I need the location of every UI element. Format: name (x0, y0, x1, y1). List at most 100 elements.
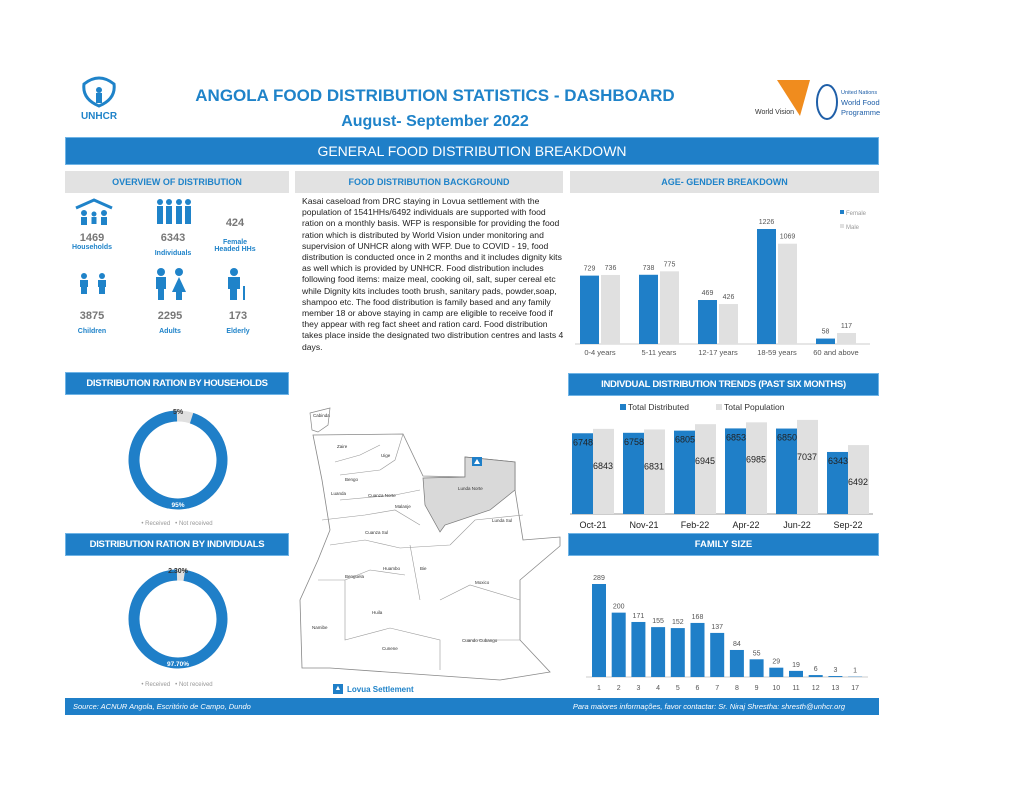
tick-label: 10 (772, 685, 780, 692)
svg-text:UNHCR: UNHCR (81, 111, 118, 122)
family-size-chart: 2891200217131554152516861377848559291019… (586, 575, 868, 692)
province-label: Cuanza Norte (368, 493, 396, 498)
tick-label: 11 (792, 685, 799, 692)
province-label: Luanda (331, 491, 347, 496)
tick-label: Apr-22 (732, 520, 759, 530)
bar-female (816, 338, 835, 344)
individuals-legend: • Received • Not received (141, 682, 213, 688)
country-outline (299, 433, 561, 681)
bar-total-population (848, 445, 869, 514)
bar (651, 627, 666, 677)
svg-text:United Nations: United Nations (841, 90, 877, 96)
bar-male (601, 274, 620, 344)
tick-label: 7 (715, 685, 719, 692)
province-label: Huila (372, 610, 383, 615)
data-label: 1226 (759, 219, 775, 226)
data-label: 171 (633, 613, 645, 620)
data-label: 200 (613, 604, 625, 611)
data-label: 6853 (726, 432, 746, 442)
legend-swatch (620, 404, 626, 410)
settlement-icon: ▲ (333, 684, 343, 694)
tick-label: Feb-22 (681, 520, 710, 530)
bar (690, 622, 705, 677)
data-label: 1069 (780, 234, 796, 241)
households-value: 1469 (79, 232, 105, 244)
tick-label: Nov-21 (629, 520, 658, 530)
received-label: 95% (171, 502, 184, 509)
data-label: 84 (733, 641, 741, 648)
data-label: 6 (814, 666, 818, 673)
bar-female (698, 300, 717, 344)
legend-received: Received (145, 682, 171, 688)
bar (828, 676, 843, 677)
age-gender-heading: AGE- GENDER BREAKDOWN (570, 171, 879, 193)
tick-label: 2 (617, 685, 621, 692)
province-label: Zaire (337, 444, 348, 449)
data-label: 6843 (593, 461, 613, 471)
bar-male (660, 271, 679, 344)
data-label: 6748 (573, 437, 593, 447)
bar-total-population (695, 424, 716, 514)
footer-contact: Para maiores informações, favor contacta… (572, 702, 845, 711)
footer: Source: ACNUR Angola, Escritório de Camp… (65, 698, 879, 715)
bar (670, 628, 685, 677)
section-banner: GENERAL FOOD DISTRIBUTION BREAKDOWN (65, 137, 879, 165)
data-label: 775 (664, 261, 676, 268)
data-label: 738 (643, 265, 655, 272)
tick-label: 4 (656, 685, 660, 692)
adults-label: Adults (159, 328, 181, 335)
data-label: 6343 (828, 456, 848, 466)
bar (592, 584, 606, 677)
province-label: Uige (381, 453, 391, 458)
children-value: 3875 (79, 310, 105, 322)
map-legend-label: Lovua Settlement (347, 684, 414, 694)
overview-heading: OVERVIEW OF DISTRIBUTION (65, 171, 289, 193)
tick-label: 0-4 years (584, 348, 616, 357)
province-label: Cabinda (313, 413, 330, 418)
bar (808, 675, 823, 677)
bar-total-distributed (674, 430, 695, 514)
individuals-donut-chart: 2.30% 97.70% (128, 568, 228, 669)
children-icon (76, 272, 110, 299)
unhcr-logo: UNHCR (74, 74, 124, 124)
family-house-icon (74, 198, 114, 231)
data-label: 736 (605, 265, 617, 272)
individuals-label: Individuals (154, 250, 192, 257)
not-received-label: 5% (173, 409, 184, 416)
legend-label: Female (846, 211, 867, 217)
bar-female (639, 274, 658, 344)
tick-label: 5 (676, 685, 680, 692)
data-label: 6945 (695, 456, 715, 466)
elderly-icon (224, 268, 250, 305)
svg-text:World Vision: World Vision (755, 109, 794, 116)
map-legend: ▲ Lovua Settlement (333, 684, 414, 694)
province-label: Malanje (395, 504, 411, 509)
bar-female (757, 229, 776, 344)
province-label: Cunene (382, 646, 398, 651)
adults-icon (152, 268, 188, 305)
province-label: Bie (420, 566, 427, 571)
bar-male (719, 304, 738, 344)
province-label: Cuanza Sul (365, 530, 388, 535)
data-label: 6985 (746, 454, 766, 464)
elderly-value: 173 (228, 310, 248, 322)
tick-label: 13 (832, 685, 840, 692)
data-label: 55 (753, 650, 761, 657)
data-label: 426 (723, 294, 735, 301)
family-size-heading: FAMILY SIZE (568, 533, 879, 556)
legend-swatch (840, 210, 844, 214)
legend-received: Received (145, 521, 171, 527)
bar-total-population (593, 428, 614, 514)
tick-label: 12 (812, 685, 820, 692)
province-label: Cuando Cubango (462, 638, 498, 643)
female-headed-value: 424 (225, 217, 245, 229)
individuals-value: 6343 (160, 232, 186, 244)
age-gender-chart: 729 736 0-4 years 738 775 5-11 years 469 426 12-… (575, 210, 870, 357)
angola-map: Cabinda Zaire Uige Bengo Luanda Cuanza Norte M… (299, 407, 561, 681)
svg-text:World Food: World Food (841, 98, 880, 107)
tick-label: Jun-22 (783, 520, 811, 530)
bar (710, 632, 725, 677)
tick-label: 3 (636, 685, 640, 692)
not-received-label: 2.30% (168, 568, 189, 575)
group-people-icon (155, 198, 193, 231)
